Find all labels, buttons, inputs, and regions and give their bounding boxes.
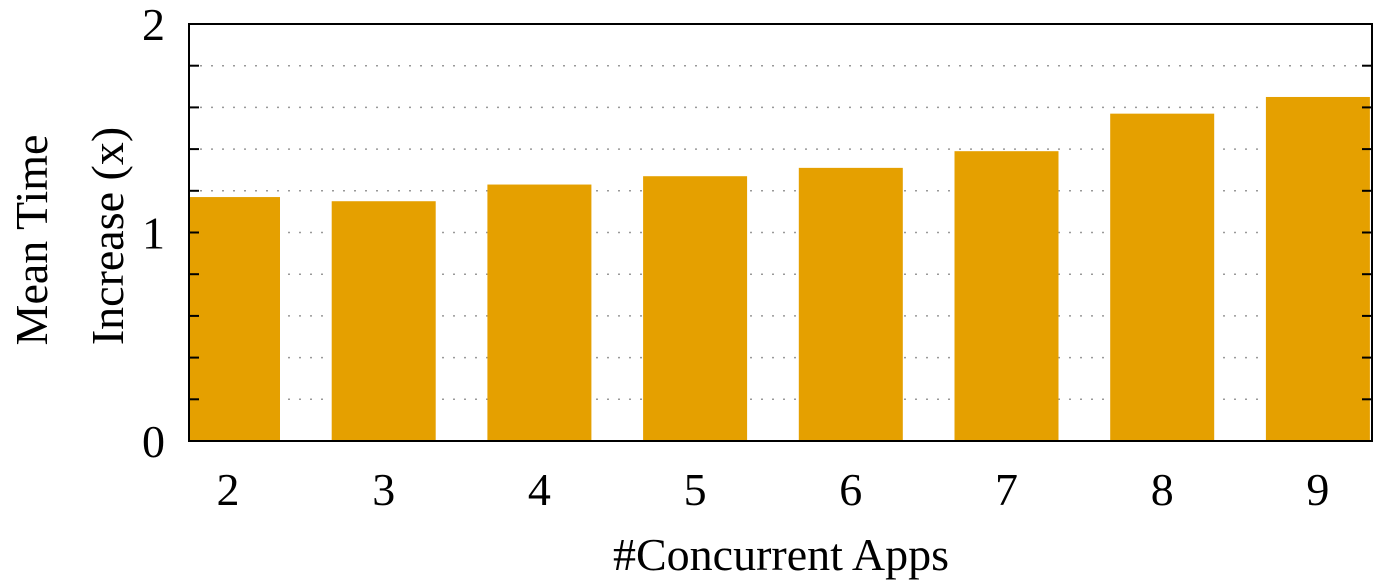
x-tick-label: 3 xyxy=(372,464,395,515)
y-tick-label: 0 xyxy=(142,416,165,467)
x-tick-label: 4 xyxy=(528,464,551,515)
x-axis-labels: 2 3 4 5 6 7 8 9 xyxy=(217,464,1330,515)
bar-7 xyxy=(954,151,1059,441)
y-axis-title-line-2: Increase (x) xyxy=(82,127,133,345)
bar-6 xyxy=(798,167,903,442)
bars xyxy=(190,96,1370,442)
bar-2 xyxy=(190,197,280,441)
bar-5 xyxy=(643,176,748,441)
y-tick-label: 2 xyxy=(142,0,165,50)
y-tick-label: 1 xyxy=(142,208,165,259)
y-axis-ticks: 0 1 2 xyxy=(142,0,1372,467)
x-tick-label: 8 xyxy=(1151,464,1174,515)
x-tick-label: 5 xyxy=(684,464,707,515)
x-axis-title: #Concurrent Apps xyxy=(613,529,949,580)
x-tick-label: 2 xyxy=(217,464,240,515)
bar-3 xyxy=(331,201,436,441)
x-tick-label: 7 xyxy=(995,464,1018,515)
bar-4 xyxy=(487,184,592,442)
bar-9 xyxy=(1265,96,1370,441)
bar-8 xyxy=(1110,113,1215,441)
x-tick-label: 6 xyxy=(839,464,862,515)
x-tick-label: 9 xyxy=(1306,464,1329,515)
y-axis-title-line-1: Mean Time xyxy=(6,135,57,346)
